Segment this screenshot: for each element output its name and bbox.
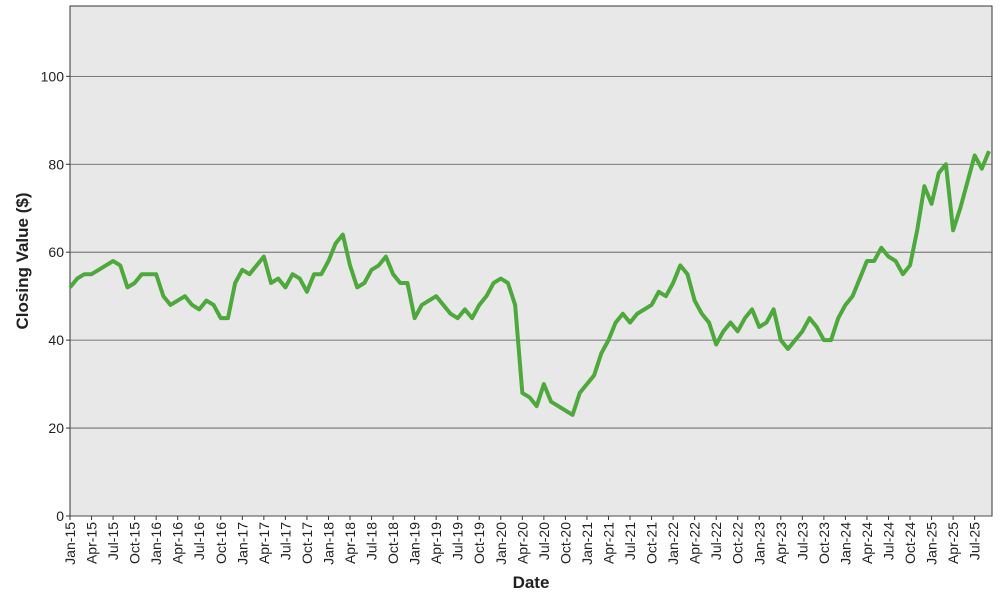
x-tick-label: Jan-18 [320, 522, 336, 565]
x-tick-label: Apr-22 [687, 522, 703, 564]
x-tick-label: Oct-18 [385, 522, 401, 564]
x-tick-label: Oct-19 [471, 522, 487, 564]
x-tick-label: Oct-20 [557, 522, 573, 564]
x-tick-label: Jul-23 [794, 522, 810, 560]
x-tick-label: Jan-24 [837, 522, 853, 565]
y-tick-label: 40 [48, 332, 64, 348]
y-tick-label: 0 [56, 508, 64, 524]
x-tick-label: Jan-25 [924, 522, 940, 565]
x-tick-label: Jan-20 [493, 522, 509, 565]
x-tick-label: Jul-22 [708, 522, 724, 560]
x-tick-label: Jan-22 [665, 522, 681, 565]
x-tick-label: Jul-25 [967, 522, 983, 560]
x-tick-label: Jul-20 [536, 522, 552, 560]
x-tick-label: Apr-16 [170, 522, 186, 564]
x-tick-label: Apr-17 [256, 522, 272, 564]
x-tick-label: Jul-19 [450, 522, 466, 560]
x-tick-label: Oct-15 [127, 522, 143, 564]
x-tick-label: Jul-21 [622, 522, 638, 560]
x-tick-label: Apr-21 [600, 522, 616, 564]
x-tick-label: Oct-17 [299, 522, 315, 564]
x-tick-label: Oct-24 [902, 522, 918, 564]
x-tick-label: Apr-23 [773, 522, 789, 564]
x-tick-label: Apr-18 [342, 522, 358, 564]
x-tick-label: Jul-16 [191, 522, 207, 560]
x-tick-label: Jan-15 [62, 522, 78, 565]
x-tick-label: Oct-22 [730, 522, 746, 564]
y-tick-label: 100 [41, 68, 65, 84]
x-tick-label: Jan-17 [234, 522, 250, 565]
y-tick-label: 80 [48, 156, 64, 172]
x-tick-label: Oct-21 [644, 522, 660, 564]
y-axis-title: Closing Value ($) [13, 193, 32, 330]
x-tick-label: Jul-17 [277, 522, 293, 560]
x-tick-label: Jul-24 [880, 522, 896, 560]
plot-area [69, 5, 993, 517]
x-tick-label: Jan-19 [407, 522, 423, 565]
x-tick-label: Apr-24 [859, 522, 875, 564]
line-series [68, 150, 991, 417]
x-tick-label: Jan-23 [751, 522, 767, 565]
y-tick-label: 60 [48, 244, 64, 260]
x-tick-label: Jul-18 [364, 522, 380, 560]
x-tick-label: Jul-15 [105, 522, 121, 560]
y-tick-label: 20 [48, 420, 64, 436]
x-tick-label: Apr-25 [945, 522, 961, 564]
x-tick-label: Apr-19 [428, 522, 444, 564]
x-axis-title: Date [513, 573, 550, 592]
x-tick-label: Apr-20 [514, 522, 530, 564]
x-tick-label: Jan-16 [148, 522, 164, 565]
x-tick-label: Oct-16 [213, 522, 229, 564]
x-tick-label: Apr-15 [84, 522, 100, 564]
x-tick-label: Jan-21 [579, 522, 595, 565]
x-tick-label: Oct-23 [816, 522, 832, 564]
